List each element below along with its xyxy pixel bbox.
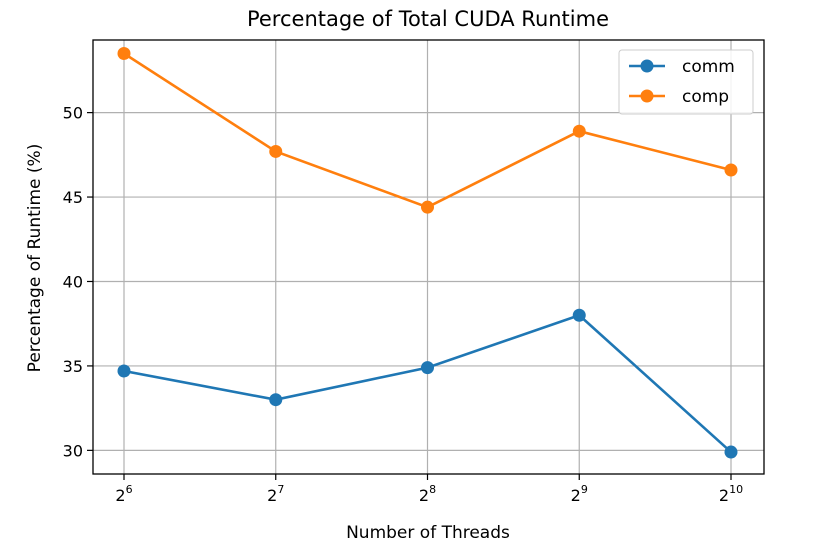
data-point-comp — [421, 200, 434, 214]
data-point-comp — [572, 124, 586, 138]
x-tick-label: 26 — [115, 483, 132, 505]
data-point-comm — [117, 364, 131, 378]
x-tick-base: 2 — [419, 486, 429, 505]
x-tick-exponent: 8 — [429, 483, 436, 496]
y-tick-label: 30 — [63, 441, 83, 460]
x-axis-label: Number of Threads — [346, 523, 510, 543]
x-tick-base: 2 — [719, 486, 729, 505]
x-tick-base: 2 — [571, 486, 581, 505]
x-tick-label: 27 — [267, 483, 284, 505]
x-tick-base: 2 — [267, 486, 277, 505]
x-tick-exponent: 9 — [581, 483, 588, 496]
x-tick-base: 2 — [115, 486, 125, 505]
legend-marker-comm — [640, 59, 654, 73]
data-point-comm — [724, 445, 738, 459]
data-point-comp — [269, 144, 283, 158]
x-tick-label: 29 — [571, 483, 588, 505]
y-tick-label: 50 — [63, 104, 83, 123]
data-point-comm — [572, 308, 586, 322]
legend-marker-comp — [640, 89, 654, 103]
legend-label-comp: comp — [682, 87, 729, 107]
x-axis-ticks: 26 27 28 29 210 — [115, 474, 743, 505]
data-point-comm — [421, 361, 434, 375]
y-tick-label: 45 — [63, 188, 83, 207]
x-tick-label: 210 — [719, 483, 743, 505]
data-point-comm — [269, 393, 283, 407]
chart-title: Percentage of Total CUDA Runtime — [247, 7, 609, 31]
series-layer — [117, 47, 738, 459]
legend-label-comm: comm — [682, 57, 735, 77]
y-tick-label: 40 — [63, 272, 83, 291]
x-tick-exponent: 6 — [126, 483, 133, 496]
plot-area-frame — [92, 39, 765, 475]
data-point-comp — [117, 47, 131, 61]
y-axis-label: Percentage of Runtime (%) — [25, 144, 45, 373]
x-tick-exponent: 7 — [277, 483, 284, 496]
data-point-comp — [724, 163, 738, 177]
y-tick-label: 35 — [63, 357, 83, 376]
x-tick-exponent: 10 — [729, 483, 743, 496]
x-tick-label: 28 — [419, 483, 436, 505]
legend: comm comp — [618, 49, 754, 115]
grid — [93, 40, 764, 474]
y-axis-ticks: 30 35 40 45 50 — [63, 104, 93, 460]
